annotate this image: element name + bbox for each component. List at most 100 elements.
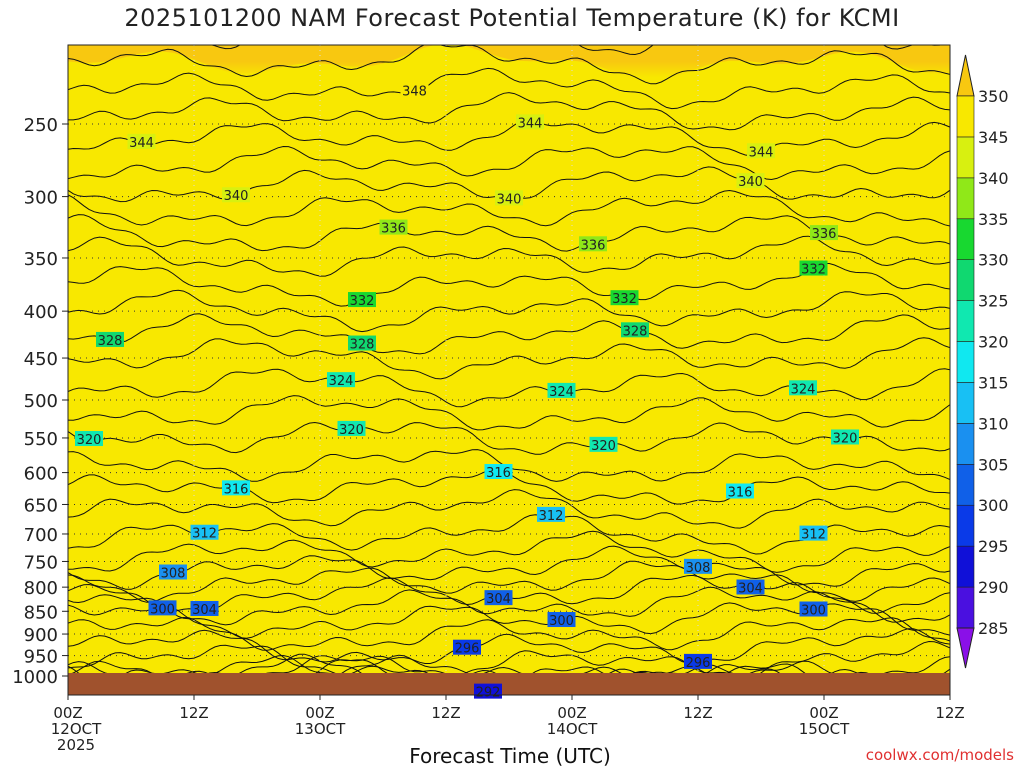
gridlines <box>68 45 950 695</box>
contour-label-bg <box>789 380 817 396</box>
contour-label: 292 <box>476 686 501 701</box>
contour-label: 316 <box>486 466 511 481</box>
contour-label: 340 <box>224 189 249 204</box>
contour-label: 312 <box>801 528 826 543</box>
contour-label-bg <box>799 260 828 276</box>
y-tick-label: 400 <box>24 302 58 323</box>
y-tick-label: 750 <box>24 552 58 573</box>
contour-label-bg <box>148 600 177 616</box>
colorbar-swatch <box>956 95 975 138</box>
colorbar-swatch <box>956 341 975 383</box>
contour-label-bg <box>190 524 219 540</box>
y-tick-label: 950 <box>24 647 58 668</box>
isotherm-line <box>68 560 950 603</box>
x-tick-label: 12Z <box>935 704 964 722</box>
contour-label-bg <box>127 133 156 149</box>
contour-label-bg <box>831 429 859 445</box>
credit-link[interactable]: coolwx.com/models <box>865 746 1014 764</box>
contour-label: 324 <box>549 385 574 400</box>
isotherm-line <box>68 530 950 573</box>
isotherm-line <box>68 119 950 157</box>
contour-label: 340 <box>738 175 763 190</box>
colorbar-swatch <box>956 464 975 506</box>
colorbar-swatch <box>956 545 975 588</box>
colorbar-label: 315 <box>978 373 1009 392</box>
contour-label: 308 <box>161 566 186 581</box>
colorbar: 285 290 295 300 305 310 315 320 325 330 335 340 345 3… <box>956 54 1009 669</box>
y-tick-label: 300 <box>24 188 58 209</box>
contour-label-bg <box>726 483 754 499</box>
contour-label-bg <box>327 372 355 388</box>
contour-label: 316 <box>224 482 249 497</box>
x-axis-label: Forecast Time (UTC) <box>409 744 611 768</box>
contour-label-bg <box>159 564 187 580</box>
contour-label-bg <box>589 436 618 452</box>
colorbar-swatch <box>956 586 975 629</box>
contour-label-bg <box>537 506 565 522</box>
isotherm-line <box>68 586 950 626</box>
y-tick-label: 500 <box>24 391 58 412</box>
y-tick-label: 600 <box>24 464 58 485</box>
x-tick-label: 13OCT <box>295 720 346 738</box>
colorbar-label: 335 <box>978 210 1009 229</box>
contour-label-bg <box>747 143 775 159</box>
isotherm-line <box>68 189 950 227</box>
colorbar-label: 325 <box>978 292 1009 311</box>
colorbar-label: 290 <box>978 578 1009 597</box>
chart-title: 2025101200 NAM Forecast Potential Temper… <box>124 4 900 32</box>
contour-label: 320 <box>77 433 102 448</box>
colorbar-label: 350 <box>978 87 1009 106</box>
x-tick-label: 00Z <box>53 704 82 722</box>
contour-label-bg <box>684 653 712 669</box>
isotherm-line <box>68 489 950 529</box>
isotherm-line <box>210 45 943 56</box>
colorbar-swatch <box>956 300 975 342</box>
contour-label: 312 <box>192 527 217 542</box>
contour-label: 332 <box>350 294 375 309</box>
contour-label-bg <box>190 600 219 616</box>
colorbar-label: 285 <box>978 619 1009 638</box>
isotherm-line <box>68 313 950 355</box>
colorbar-swatch <box>956 423 975 465</box>
contour-label: 324 <box>329 374 354 389</box>
contour-label-bg <box>75 431 103 447</box>
contour-label-bg <box>453 639 481 655</box>
x-tick-label: 2025 <box>57 736 95 754</box>
colorbar-swatch <box>956 218 975 260</box>
y-tick-label: 450 <box>24 349 58 370</box>
contour-label: 340 <box>497 192 522 207</box>
x-tick-label: 00Z <box>305 704 334 722</box>
colorbar-label: 320 <box>978 333 1009 352</box>
contour-label: 320 <box>833 431 858 446</box>
x-tick-label: 12Z <box>179 704 208 722</box>
colorbar-swatch <box>956 382 975 424</box>
plot-frame <box>67 44 951 696</box>
contour-label: 328 <box>623 324 648 339</box>
isotherm-line <box>68 289 950 333</box>
contour-label-bg <box>799 525 828 541</box>
ground-terrain <box>68 673 950 695</box>
contour-label-bg <box>400 82 429 98</box>
contour-label-bg <box>736 579 765 595</box>
contour-label-bg <box>484 590 513 606</box>
contour-label: 336 <box>581 238 606 253</box>
colorbar-label: 340 <box>978 169 1009 188</box>
y-axis: 2503003504004505005506006507007508008509… <box>12 115 68 688</box>
x-tick-label: 12Z <box>431 704 460 722</box>
contour-label: 296 <box>455 642 480 657</box>
contour-label-bg <box>516 114 544 130</box>
contour-label-bg <box>222 480 250 496</box>
contour-label-bg <box>610 290 639 306</box>
contour-label-bg <box>621 322 649 338</box>
y-tick-label: 350 <box>24 249 58 270</box>
contour-label-bg <box>484 464 513 480</box>
contour-label: 336 <box>812 227 837 242</box>
isotherm-line <box>68 92 950 131</box>
y-tick-label: 800 <box>24 578 58 599</box>
contour-label-bg <box>222 187 250 203</box>
y-tick-label: 550 <box>24 429 58 450</box>
contour-label: 332 <box>801 263 826 278</box>
colorbar-max-arrow <box>956 54 975 97</box>
